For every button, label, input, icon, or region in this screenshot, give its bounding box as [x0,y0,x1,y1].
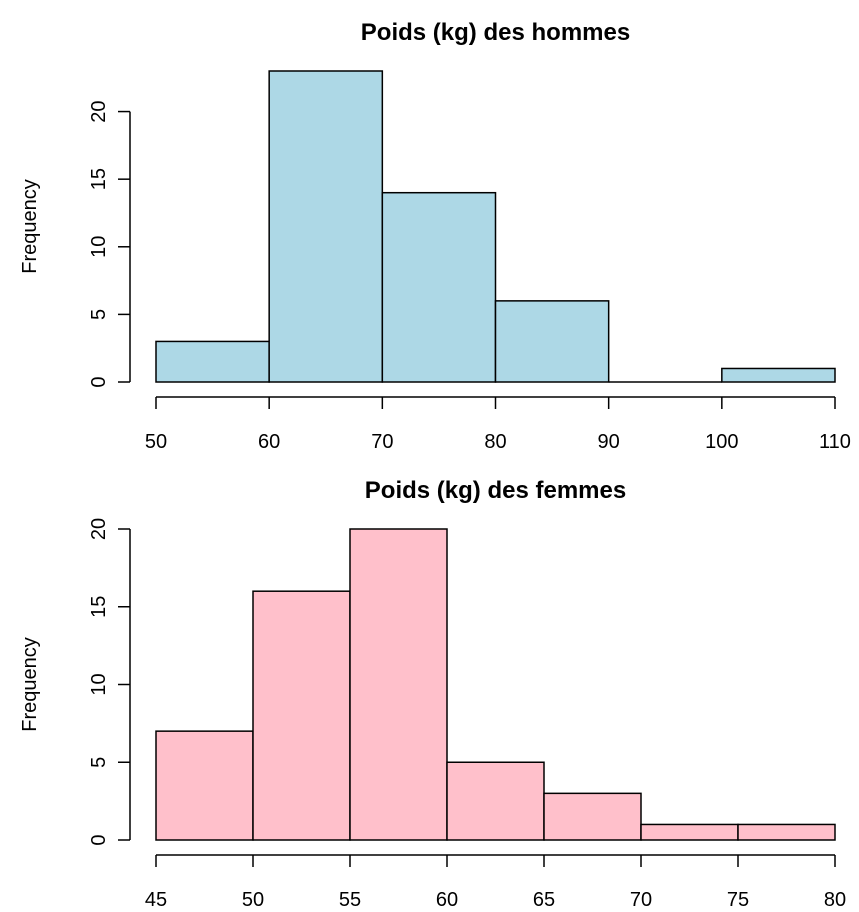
histogram-bar [349,528,448,841]
histogram-bar [252,590,351,841]
x-tick-label: 60 [258,431,280,453]
y-tick-label: 0 [88,376,110,387]
histogram-men: Poids (kg) des hommes 50 60 70 80 90 100 110 0 5 1… [19,19,851,453]
y-tick-label: 5 [88,757,110,768]
x-tick-label: 75 [727,889,749,911]
histogram-bar [446,761,545,841]
histogram-bar [721,367,836,383]
chart-title: Poids (kg) des femmes [365,477,626,504]
x-tick-label: 80 [484,431,506,453]
x-tick-label: 60 [436,889,458,911]
histogram-bar [543,792,642,841]
chart-title: Poids (kg) des hommes [361,19,630,46]
x-tick-label: 45 [145,889,167,911]
y-tick-label: 20 [88,100,110,122]
histogram-bar [268,70,384,383]
histogram-bar [737,823,836,841]
histogram-bar [155,340,270,383]
x-tick-label: 110 [819,431,851,453]
histogram-women: Poids (kg) des femmes 45 50 55 60 65 70 75 80 0 5 1… [19,477,846,911]
y-axis-label: Frequency [19,637,41,732]
histogram-bar [381,191,497,383]
y-tick-label: 10 [88,236,110,258]
y-tick-label: 0 [88,834,110,845]
y-tick-label: 20 [88,518,110,540]
x-tick-label: 70 [630,889,652,911]
x-tick-label: 70 [371,431,393,453]
x-tick-label: 65 [533,889,555,911]
x-tick-label: 55 [339,889,361,911]
x-tick-label: 90 [598,431,620,453]
y-tick-label: 15 [88,596,110,618]
histogram-bar [640,823,739,841]
histogram-bar [155,730,254,841]
y-axis-label: Frequency [19,179,41,274]
y-tick-label: 10 [88,673,110,695]
x-tick-label: 50 [145,431,167,453]
y-tick-label: 5 [88,309,110,320]
x-tick-label: 100 [705,431,738,453]
y-tick-label: 15 [88,168,110,190]
histogram-bar [494,300,610,383]
x-tick-label: 80 [824,889,846,911]
x-tick-label: 50 [242,889,264,911]
